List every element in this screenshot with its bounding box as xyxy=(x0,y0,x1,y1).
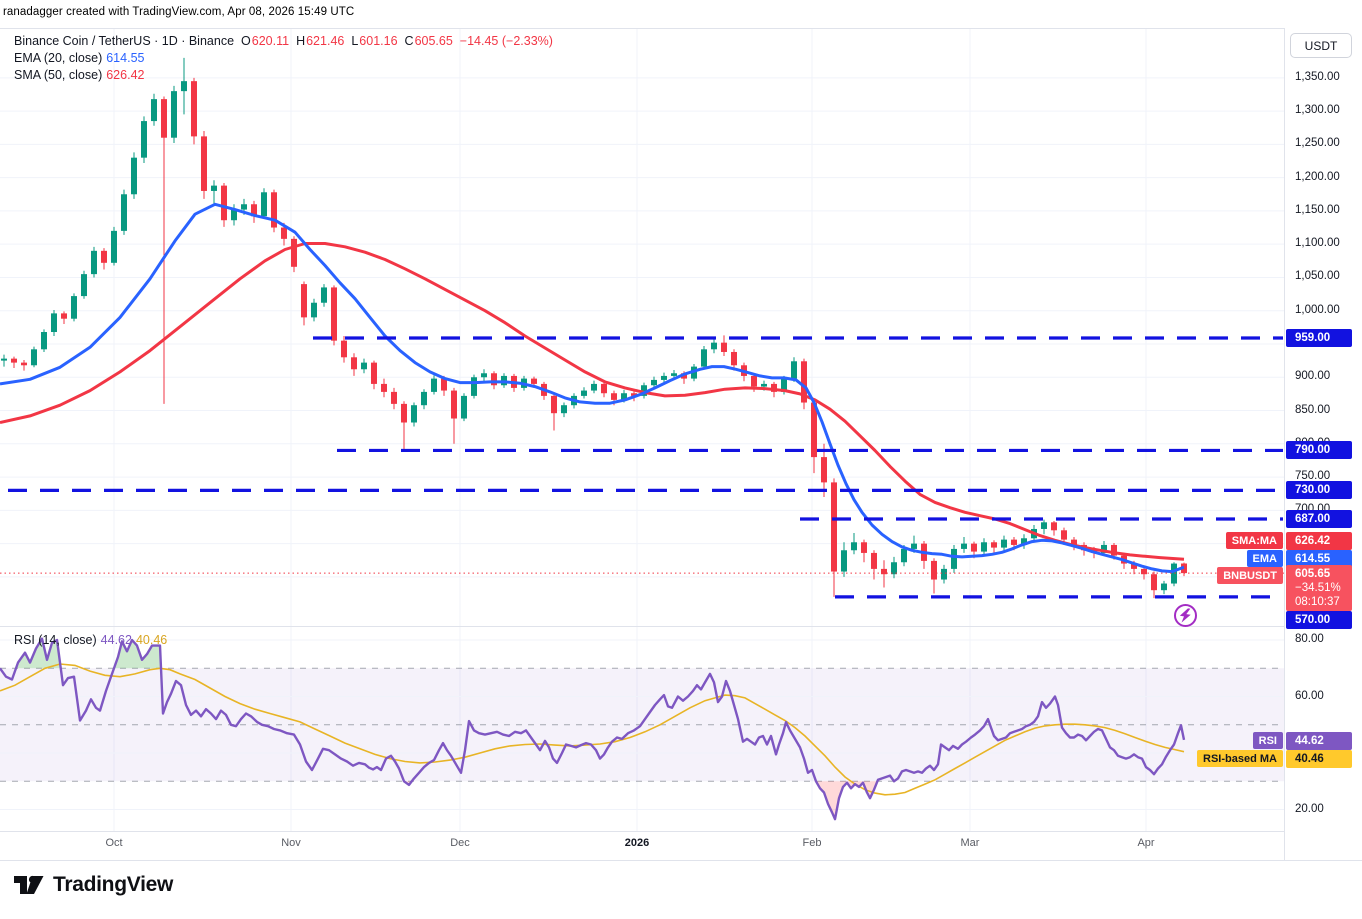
time-label-Dec[interactable]: Dec xyxy=(450,837,470,849)
level-axis-label-687.00: 687.00 xyxy=(1286,510,1352,528)
time-label-Oct[interactable]: Oct xyxy=(105,837,123,849)
currency-usdt-button[interactable]: USDT xyxy=(1290,33,1352,58)
attribution-watermark: ranadagger created with TradingView.com,… xyxy=(3,6,355,18)
time-label-Apr[interactable]: Apr xyxy=(1137,837,1155,849)
level-axis-label-959.00: 959.00 xyxy=(1286,329,1352,347)
tradingview-logo-icon xyxy=(14,875,44,894)
open-value: 620.11 xyxy=(251,34,290,48)
price-tick-1,100.00: 1,100.00 xyxy=(1295,237,1340,249)
level-axis-label-730.00: 730.00 xyxy=(1286,481,1352,499)
bar-countdown: 08:10:37 xyxy=(1295,596,1340,608)
lightning-bolt-icon xyxy=(1179,608,1191,623)
price-tick-1,050.00: 1,050.00 xyxy=(1295,270,1340,282)
rsi-pane[interactable] xyxy=(0,626,1284,831)
close-value: 605.65 xyxy=(414,34,453,48)
rsi-value: 44.62 xyxy=(100,633,132,647)
level-axis-label-790.00: 790.00 xyxy=(1286,441,1352,459)
price-tick-850.00: 850.00 xyxy=(1295,404,1331,416)
ema20-line[interactable] xyxy=(0,202,1185,574)
symbol-title[interactable]: Binance Coin / TetherUS · 1D · Binance xyxy=(14,34,235,48)
price-tick-1,300.00: 1,300.00 xyxy=(1295,104,1340,116)
price-tick-900.00: 900.00 xyxy=(1295,370,1331,382)
change-value: −14.45 (−2.33%) xyxy=(459,34,553,48)
sma50-line[interactable] xyxy=(0,242,1185,561)
rsi-ma-value: 40.46 xyxy=(135,633,168,647)
price-tick-1,200.00: 1,200.00 xyxy=(1295,171,1340,183)
sma-label[interactable]: SMA (50, close) xyxy=(14,68,103,82)
instant-order-lightning-icon[interactable] xyxy=(1174,604,1197,627)
time-label-Feb[interactable]: Feb xyxy=(802,837,822,849)
tradingview-brand-text: TradingView xyxy=(53,873,174,896)
sma-axis-value: 626.42 xyxy=(1286,532,1352,550)
rsi-ma-axis-value: 40.46 xyxy=(1286,750,1352,768)
high-label: H xyxy=(296,34,306,48)
rsi-series-tag: RSI xyxy=(1252,732,1283,749)
last-price: 605.65 xyxy=(1295,568,1331,580)
price-tick-1,350.00: 1,350.00 xyxy=(1295,71,1340,83)
chart-top-border xyxy=(0,28,1362,29)
low-label: L xyxy=(351,34,359,48)
time-axis-top-border xyxy=(0,831,1362,832)
rsi-axis-value: 44.62 xyxy=(1286,732,1352,750)
pane-separator[interactable] xyxy=(0,626,1362,627)
rsi-legend-row[interactable]: RSI (14, close) 44.62 40.46 xyxy=(14,633,167,647)
high-value: 621.46 xyxy=(306,34,345,48)
sma-value: 626.42 xyxy=(106,68,145,82)
price-tick-1,150.00: 1,150.00 xyxy=(1295,204,1340,216)
rsi-tick-80.00: 80.00 xyxy=(1295,633,1324,645)
ema-series-tag: EMA xyxy=(1246,550,1283,567)
ema-axis-value: 614.55 xyxy=(1286,550,1352,568)
time-label-Mar[interactable]: Mar xyxy=(960,837,980,849)
rsi-ma-line[interactable] xyxy=(0,663,1185,796)
ema-legend-row[interactable]: EMA (20, close) 614.55 xyxy=(14,51,144,65)
time-label-2026[interactable]: 2026 xyxy=(624,837,650,849)
time-label-Nov[interactable]: Nov xyxy=(281,837,301,849)
symbol-price-tag: BNBUSDT xyxy=(1217,567,1283,584)
rsi-label[interactable]: RSI (14, close) xyxy=(14,633,97,647)
rsi-line[interactable] xyxy=(0,637,1186,821)
low-value: 601.16 xyxy=(359,34,398,48)
time-axis-bottom-border xyxy=(0,860,1362,861)
rsi-ma-series-tag: RSI-based MA xyxy=(1197,750,1283,767)
last-price-axis-box: 605.65 −34.51% 08:10:37 xyxy=(1286,565,1352,611)
session-change: −34.51% xyxy=(1295,582,1341,594)
rsi-tick-60.00: 60.00 xyxy=(1295,690,1324,702)
ema-label[interactable]: EMA (20, close) xyxy=(14,51,103,65)
ema-value: 614.55 xyxy=(106,51,145,65)
sma-legend-row[interactable]: SMA (50, close) 626.42 xyxy=(14,68,144,82)
price-tick-1,000.00: 1,000.00 xyxy=(1295,304,1340,316)
price-tick-1,250.00: 1,250.00 xyxy=(1295,137,1340,149)
rsi-tick-20.00: 20.00 xyxy=(1295,803,1324,815)
close-label: C xyxy=(404,34,414,48)
level-axis-label-570.00: 570.00 xyxy=(1286,611,1352,629)
sma-series-tag: SMA:MA xyxy=(1225,532,1283,549)
symbol-legend-row[interactable]: Binance Coin / TetherUS · 1D · Binance O6… xyxy=(14,34,553,48)
price-tick-750.00: 750.00 xyxy=(1295,470,1331,482)
open-label: O xyxy=(241,34,251,48)
price-pane[interactable] xyxy=(0,28,1284,626)
tradingview-logo[interactable]: TradingView xyxy=(13,872,173,898)
